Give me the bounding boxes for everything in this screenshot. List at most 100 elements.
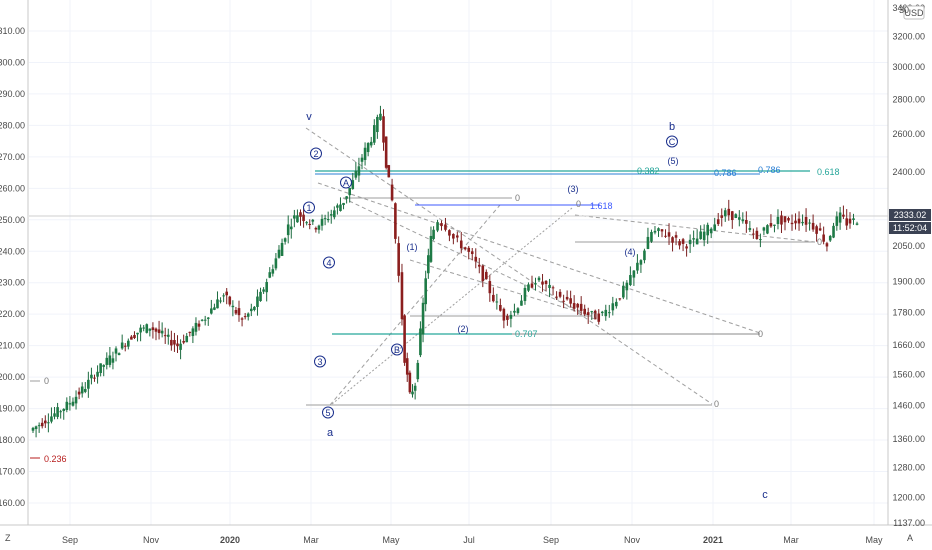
candle-body	[271, 269, 275, 274]
candle-body	[811, 222, 815, 230]
left-tick-label: 230.00	[0, 278, 25, 288]
candle-body	[179, 343, 182, 350]
zoom-button[interactable]: Z	[5, 533, 11, 543]
candle-body	[822, 234, 825, 242]
last-price-value: 2333.02	[894, 210, 927, 220]
candle-body	[93, 377, 96, 379]
candle-body	[354, 170, 358, 178]
right-tick-label: 3000.00	[892, 62, 925, 72]
candle-body	[436, 222, 439, 231]
wave-circle	[314, 355, 326, 368]
wave-label: 4	[326, 258, 331, 268]
candle-body	[296, 215, 299, 223]
candle-body	[366, 143, 370, 153]
candle-body	[283, 238, 287, 242]
left-tick-label: 250.00	[0, 215, 25, 225]
left-tick-label: 170.00	[0, 467, 25, 477]
candle-body	[657, 228, 660, 232]
candle-body	[326, 218, 330, 221]
candle-body	[440, 223, 443, 227]
candle-body	[495, 301, 499, 303]
candle-body	[695, 238, 699, 245]
candle-body	[83, 389, 87, 392]
candle-body	[534, 283, 537, 285]
auto-scale-button[interactable]: A	[907, 533, 913, 543]
candle-body	[250, 308, 253, 312]
candle-body	[219, 300, 222, 302]
candle-body	[773, 224, 776, 226]
candle-body	[530, 283, 534, 288]
wave-label: 3	[317, 357, 322, 367]
candle-body	[629, 275, 632, 286]
candle-body	[660, 229, 664, 232]
candle-body	[727, 208, 731, 216]
candle-body	[37, 425, 41, 427]
candle-body	[314, 227, 318, 230]
candle-body	[544, 280, 548, 285]
candle-body	[148, 328, 152, 331]
candle-body	[485, 271, 488, 280]
candle-body	[394, 203, 397, 239]
wave-label: a	[327, 427, 334, 439]
time-axis[interactable]: Sep Nov 2020 Mar May Jul Sep Nov 2021 Mar May	[62, 535, 883, 545]
candle-body	[576, 303, 579, 308]
right-tick-label: 1900.00	[892, 277, 925, 287]
candle-body	[421, 302, 425, 335]
wave-label: C	[669, 137, 676, 147]
candle-body	[548, 284, 551, 288]
candle-body	[197, 323, 201, 327]
candle-body	[622, 285, 625, 298]
candle-body	[720, 215, 724, 218]
wave-circle	[323, 256, 335, 269]
candle-body	[163, 335, 167, 337]
currency-badge[interactable]	[903, 5, 925, 20]
left-price-axis[interactable]: 160.00 170.00 180.00 190.00 200.00 210.00 220.…	[0, 26, 25, 508]
candle-body	[274, 258, 278, 269]
fib-level-label: 1.618	[590, 201, 613, 211]
candle-body	[467, 247, 471, 252]
candle-body	[411, 391, 414, 395]
left-tick-label: 240.00	[0, 246, 25, 256]
candle-body	[68, 403, 72, 405]
candle-body	[348, 187, 351, 196]
candle-body	[231, 305, 235, 308]
candle-body	[286, 224, 290, 236]
currency-label: USD	[904, 8, 924, 18]
right-tick-label: 1137.00	[893, 518, 925, 528]
candle-body	[776, 216, 780, 225]
candle-body	[246, 313, 250, 317]
fib-level-label: 0.382	[637, 166, 660, 176]
fib-zero-label: 0	[758, 329, 763, 339]
candle-body	[240, 318, 244, 320]
candle-body	[120, 342, 124, 349]
right-price-axis[interactable]: 1137.00 1200.00 1280.00 1360.00 1460.00 1560.…	[892, 3, 925, 528]
fib-zero-label: 0	[817, 237, 822, 247]
candle-body	[579, 303, 583, 311]
candle-body	[136, 332, 139, 335]
candle-body	[329, 214, 333, 216]
candle-body	[459, 240, 463, 249]
candle-body	[379, 113, 382, 120]
time-tick-label: Sep	[62, 535, 78, 545]
candle-body	[713, 224, 717, 231]
annotation-line	[342, 197, 591, 317]
wave-label: 2	[313, 149, 318, 159]
top-clipped-tick: 30	[899, 5, 909, 15]
candle-body	[405, 358, 409, 375]
fib-zero-label: 0	[576, 199, 581, 209]
time-tick-label: 2020	[220, 535, 240, 545]
candle-body	[400, 272, 404, 320]
candle-body	[345, 196, 348, 199]
candle-body	[191, 328, 195, 337]
candle-body	[308, 223, 312, 225]
last-price-badge	[889, 209, 931, 221]
candle-body	[277, 249, 281, 258]
bar-countdown: 11:52:04	[893, 223, 927, 233]
candle-body	[639, 260, 643, 265]
candle-body	[170, 339, 173, 346]
candle-body	[336, 205, 339, 208]
candle-body	[678, 241, 681, 246]
candle-body	[848, 218, 852, 224]
left-tick-label: 270.00	[0, 152, 25, 162]
